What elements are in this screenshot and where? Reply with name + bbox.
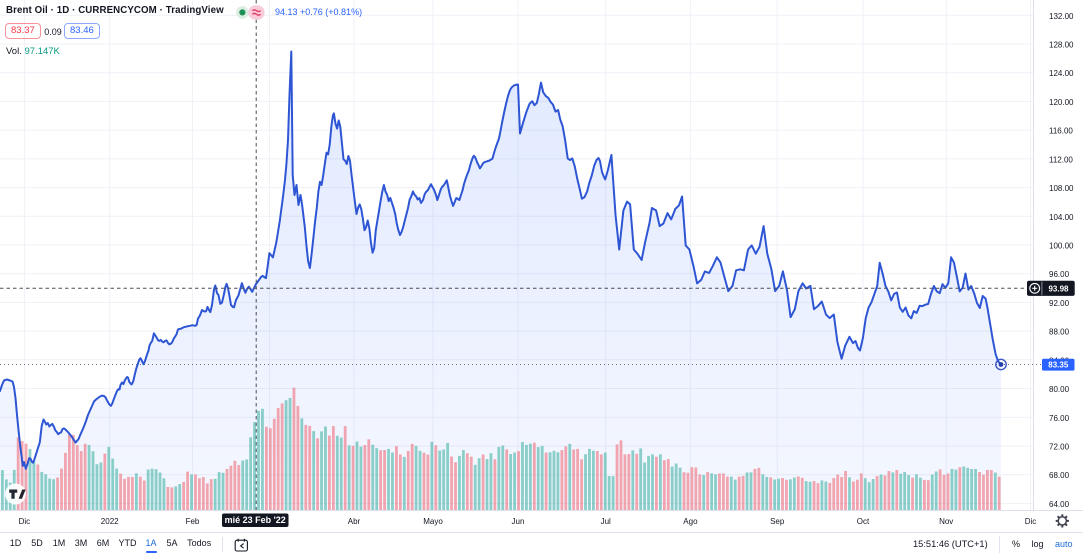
- svg-text:104.00: 104.00: [1049, 213, 1074, 222]
- svg-text:mié 23 Feb '22: mié 23 Feb '22: [225, 515, 286, 525]
- svg-text:92.00: 92.00: [1049, 299, 1070, 308]
- svg-text:Jun: Jun: [512, 517, 525, 526]
- svg-text:120.00: 120.00: [1049, 98, 1074, 107]
- svg-text:68.00: 68.00: [1049, 471, 1070, 480]
- svg-text:100.00: 100.00: [1049, 242, 1074, 251]
- svg-text:80.00: 80.00: [1049, 385, 1070, 394]
- svg-text:Dic: Dic: [1025, 517, 1037, 526]
- svg-text:96.00: 96.00: [1049, 270, 1070, 279]
- svg-text:112.00: 112.00: [1049, 155, 1073, 164]
- svg-text:76.00: 76.00: [1049, 414, 1070, 423]
- svg-text:93.98: 93.98: [1048, 284, 1069, 293]
- svg-text:Dic: Dic: [19, 517, 31, 526]
- svg-text:132.00: 132.00: [1049, 12, 1074, 21]
- svg-text:128.00: 128.00: [1049, 41, 1074, 50]
- svg-text:116.00: 116.00: [1049, 127, 1073, 136]
- svg-text:108.00: 108.00: [1049, 184, 1074, 193]
- svg-text:Ago: Ago: [683, 517, 698, 526]
- svg-text:124.00: 124.00: [1049, 69, 1074, 78]
- svg-text:64.00: 64.00: [1049, 500, 1070, 509]
- svg-text:Oct: Oct: [857, 517, 870, 526]
- svg-text:Nov: Nov: [939, 517, 953, 526]
- svg-text:83.35: 83.35: [1048, 361, 1069, 370]
- svg-text:Abr: Abr: [348, 517, 361, 526]
- svg-text:2022: 2022: [101, 517, 119, 526]
- svg-text:88.00: 88.00: [1049, 328, 1070, 337]
- svg-text:Jul: Jul: [601, 517, 611, 526]
- svg-text:Sep: Sep: [770, 517, 785, 526]
- svg-text:Mayo: Mayo: [423, 517, 443, 526]
- svg-text:Feb: Feb: [186, 517, 200, 526]
- svg-text:72.00: 72.00: [1049, 443, 1070, 452]
